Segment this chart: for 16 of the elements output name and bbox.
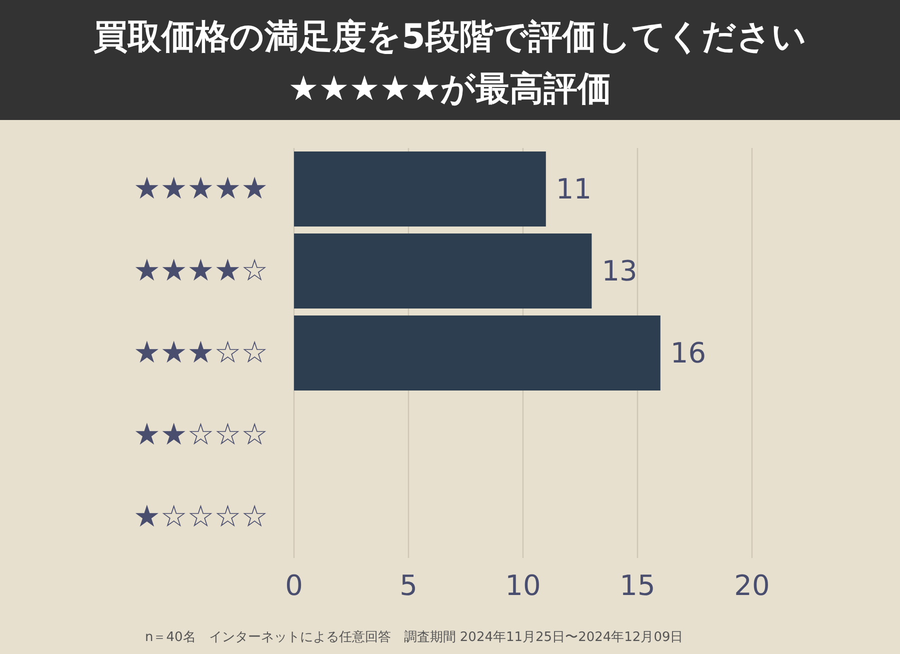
x-tick: 15: [620, 569, 656, 602]
annotation: n＝40名 インターネットによる任意回答 調査期間 2024年11月25日〜2024年12月09日: [145, 630, 684, 645]
y-tick: ★★☆☆☆: [134, 418, 268, 452]
title: 買取価格の満足度を5段階で評価してください: [94, 17, 806, 57]
y-tick: ★★★★☆: [134, 254, 268, 288]
x-tick: 10: [505, 569, 541, 602]
subtitle: ★★★★★が最高評価: [288, 69, 612, 109]
y-tick: ★★★★★: [134, 172, 268, 206]
data-label: 11: [556, 172, 592, 206]
data-label: 13: [602, 254, 638, 288]
data-label: 16: [670, 336, 706, 370]
x-tick: 0: [285, 569, 303, 602]
y-tick: ★★★☆☆: [134, 336, 268, 370]
x-tick: 20: [734, 569, 770, 602]
x-tick: 5: [400, 569, 418, 602]
y-tick: ★☆☆☆☆: [134, 500, 268, 534]
